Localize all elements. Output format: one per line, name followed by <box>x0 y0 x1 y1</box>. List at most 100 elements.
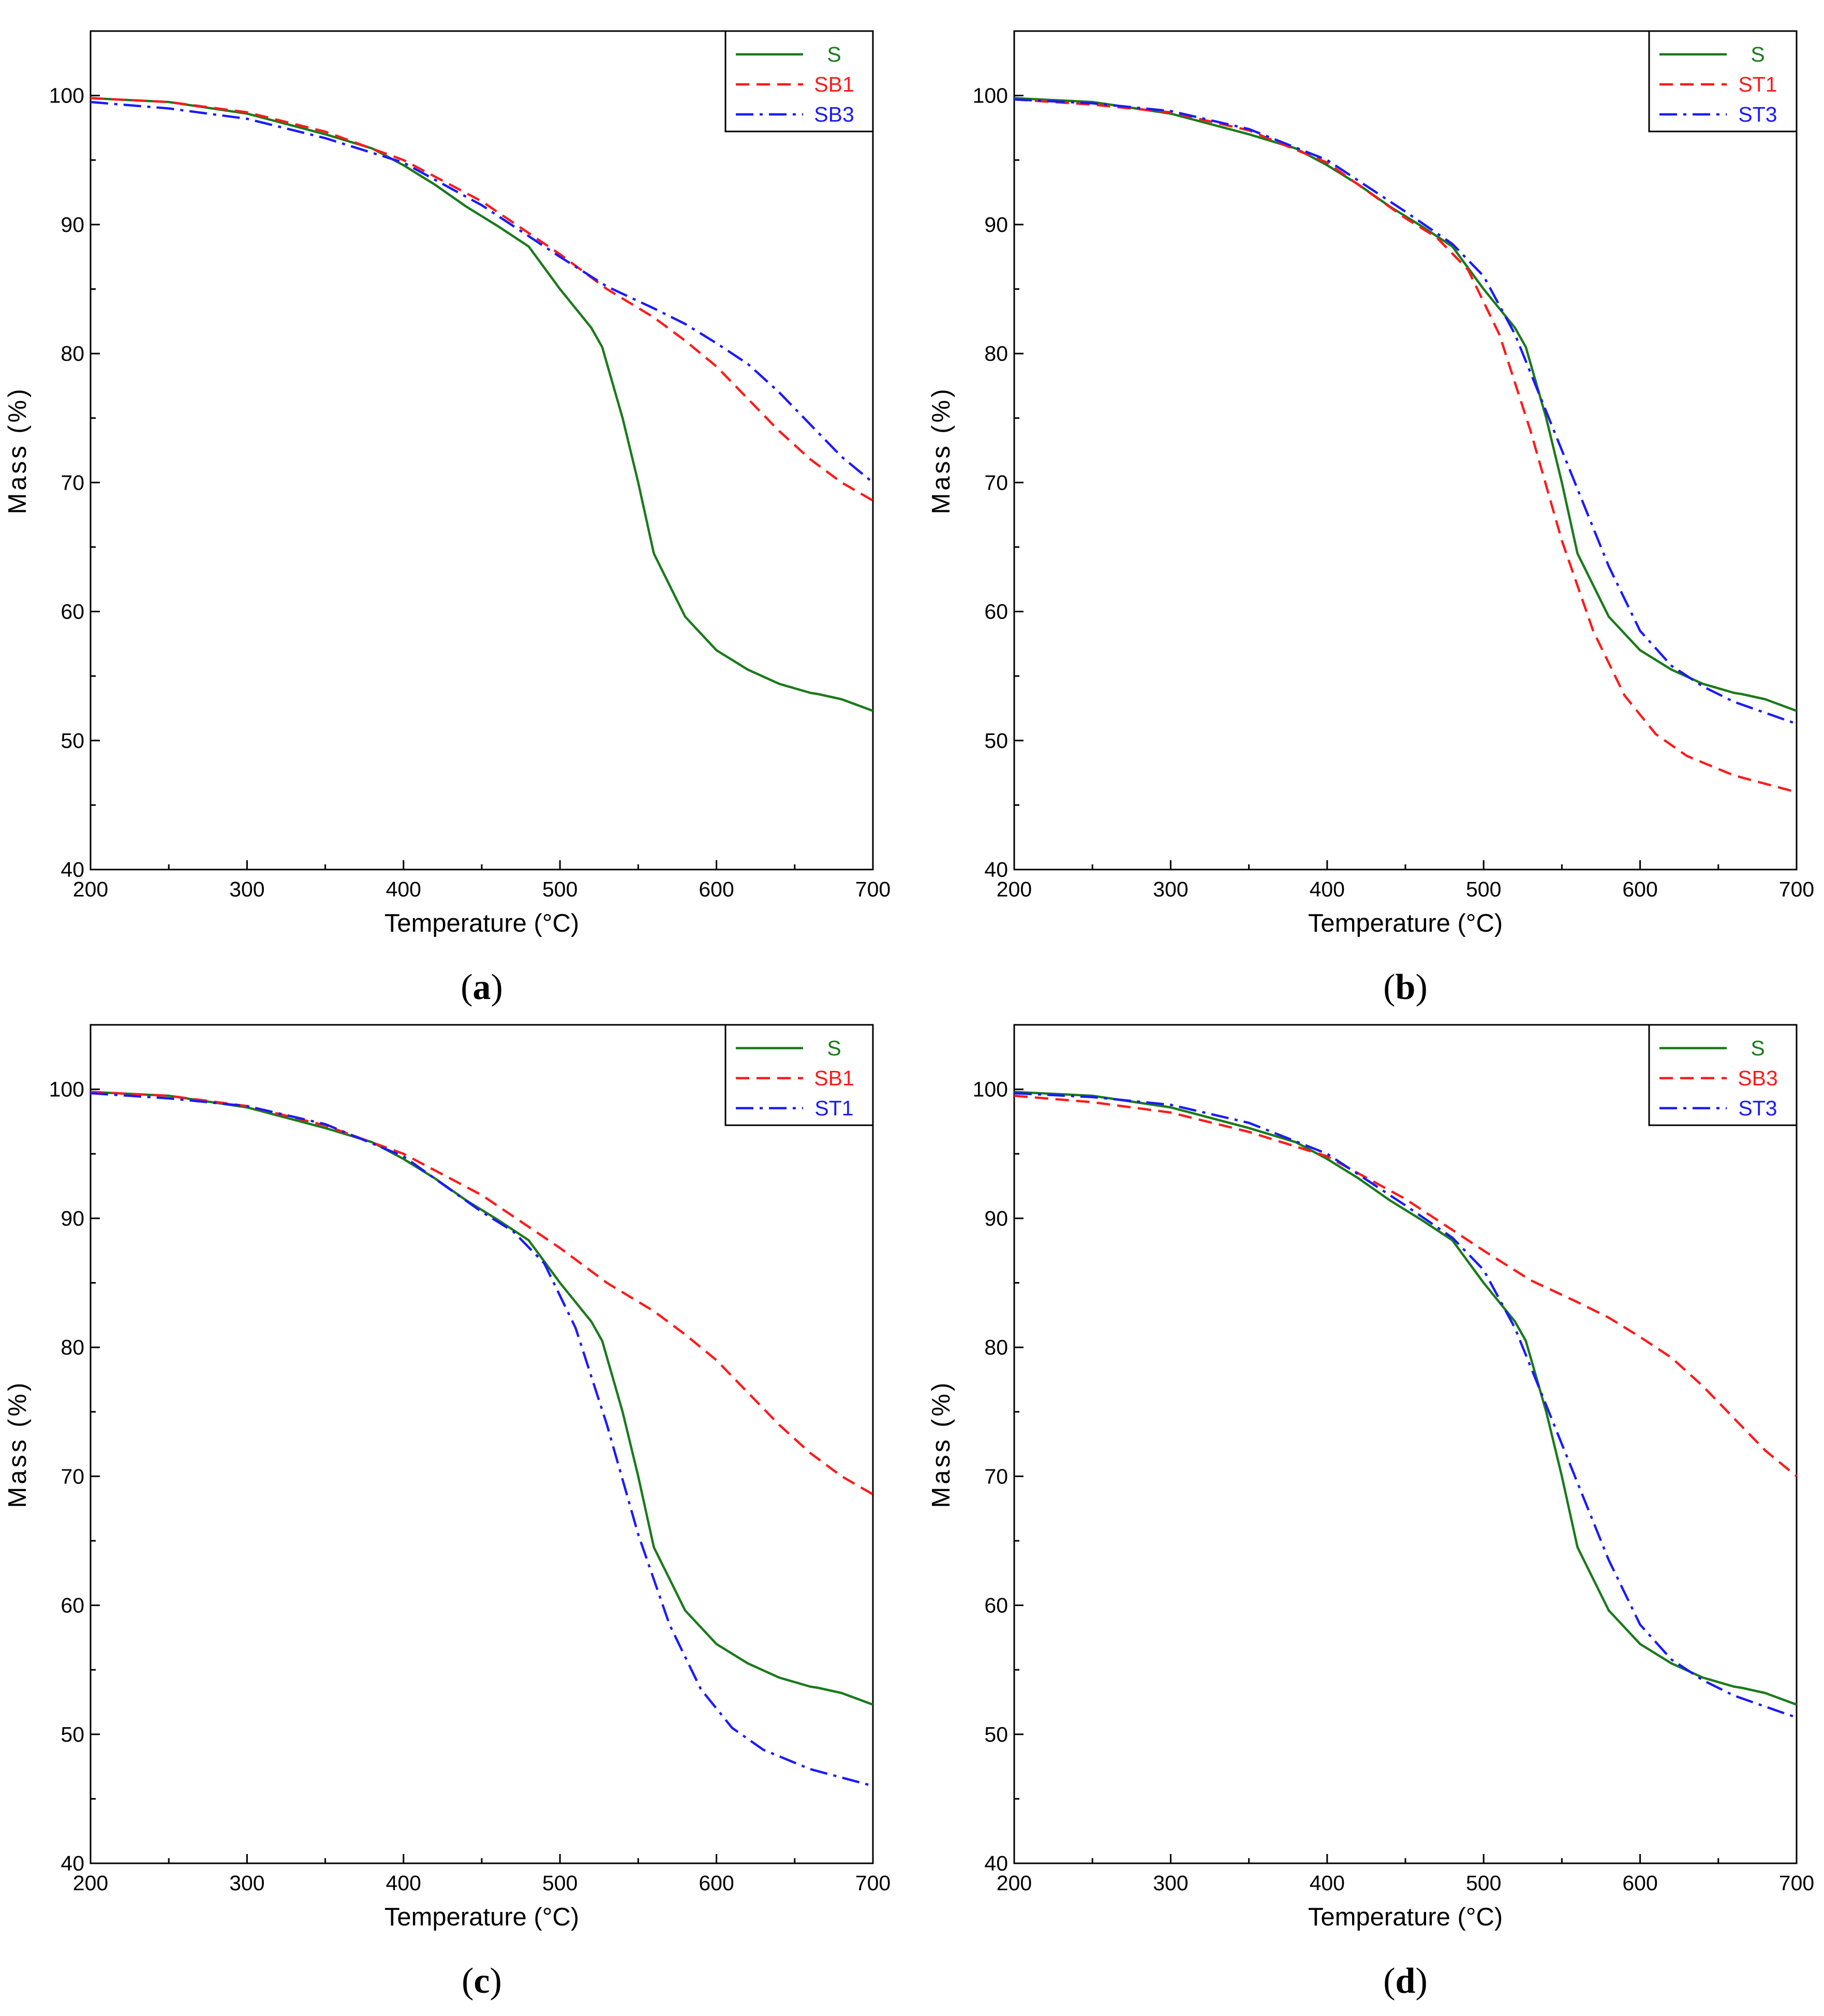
legend-label-s: S <box>1751 42 1764 66</box>
x-tick-label: 300 <box>1153 1871 1188 1895</box>
legend-label-s: S <box>827 1036 841 1060</box>
y-tick-label: 90 <box>61 213 84 237</box>
legend-label-st1: ST1 <box>814 1096 853 1120</box>
y-axis-title: Mass (%) <box>4 1380 32 1508</box>
legend-label-st3: ST3 <box>1738 1096 1777 1120</box>
panel-label: (b) <box>1383 967 1428 1007</box>
x-tick-label: 500 <box>1466 1871 1501 1895</box>
legend: S ST1 ST3 <box>1648 30 1798 133</box>
y-tick-label: 100 <box>973 84 1008 108</box>
legend: S SB3 ST3 <box>1648 1024 1798 1126</box>
y-tick-label: 70 <box>984 1464 1008 1488</box>
y-tick-label: 60 <box>984 1594 1008 1617</box>
series-line-st3 <box>1014 98 1797 725</box>
x-axis-title: Temperature (°C) <box>384 909 579 937</box>
x-tick-label: 600 <box>699 1871 734 1895</box>
y-tick-label: 40 <box>984 858 1008 881</box>
x-tick-label: 400 <box>1310 1871 1345 1895</box>
x-axis-title: Temperature (°C) <box>1308 1903 1503 1931</box>
x-axis-title: Temperature (°C) <box>1308 909 1503 937</box>
series-line-sb3 <box>1014 1094 1798 1478</box>
y-tick-label: 80 <box>61 342 84 365</box>
series-line-sb1 <box>90 97 874 502</box>
chart-panel-d: 200 300 400 500 600 700 40 50 60 70 80 90 100 Tempera… <box>927 1024 1814 2001</box>
x-tick-label: 200 <box>73 877 108 901</box>
y-tick-label: 80 <box>984 1335 1008 1359</box>
legend-label-sb3: SB3 <box>814 102 854 126</box>
series-line-s <box>1014 97 1797 712</box>
y-tick-label: 90 <box>984 1206 1008 1230</box>
x-axis-title: Temperature (°C) <box>384 1903 579 1931</box>
x-tick-label: 700 <box>1779 877 1814 901</box>
chart-panel-b: 200 300 400 500 600 700 40 50 60 70 80 90 100 Tempera… <box>927 30 1814 1007</box>
x-tick-label: 700 <box>1779 1871 1814 1895</box>
legend-label-st1: ST1 <box>1738 72 1777 96</box>
y-tick-label: 90 <box>984 213 1008 237</box>
y-tick-label: 70 <box>984 470 1008 494</box>
y-tick-label: 50 <box>984 729 1008 753</box>
y-tick-label: 100 <box>49 84 84 108</box>
series-line-sb3 <box>90 100 874 484</box>
y-axis-title: Mass (%) <box>927 1380 955 1508</box>
x-tick-label: 600 <box>1622 1871 1657 1895</box>
y-tick-label: 40 <box>61 858 84 881</box>
x-tick-label: 600 <box>1622 877 1657 901</box>
x-tick-label: 400 <box>386 1871 421 1895</box>
series-line-s <box>90 1091 873 1706</box>
y-tick-label: 50 <box>61 729 84 753</box>
plot-frame <box>1013 1024 1798 1864</box>
y-tick-label: 60 <box>61 600 84 624</box>
x-tick-label: 500 <box>1466 877 1501 901</box>
series-line-s <box>1014 1091 1797 1706</box>
y-tick-label: 50 <box>61 1723 84 1746</box>
legend: S SB1 SB3 <box>724 30 874 133</box>
series-line-st3 <box>1014 1092 1797 1719</box>
y-axis-title: Mass (%) <box>4 387 32 514</box>
x-tick-label: 200 <box>73 1871 108 1895</box>
legend-label-sb1: SB1 <box>814 1066 854 1090</box>
y-tick-label: 80 <box>984 342 1008 365</box>
x-tick-label: 200 <box>997 1871 1032 1895</box>
x-tick-label: 300 <box>1153 877 1188 901</box>
y-tick-label: 70 <box>61 470 84 494</box>
panel-label: (d) <box>1383 1961 1428 2001</box>
series-line-sb1 <box>90 1091 874 1496</box>
x-tick-label: 500 <box>542 1871 577 1895</box>
panel-label: (a) <box>461 967 503 1007</box>
x-tick-label: 700 <box>855 877 891 901</box>
x-tick-label: 300 <box>229 1871 264 1895</box>
chart-panel-a: 200 300 400 500 600 700 40 50 60 70 80 90 100 Tempera… <box>4 30 891 1007</box>
legend: S SB1 ST1 <box>724 1024 874 1126</box>
plot-frame <box>90 1024 874 1864</box>
legend-label-s: S <box>1751 1036 1764 1060</box>
x-tick-label: 400 <box>386 877 421 901</box>
series-line-st1 <box>1014 98 1797 793</box>
y-tick-label: 100 <box>49 1078 84 1101</box>
x-tick-label: 600 <box>699 877 734 901</box>
y-tick-label: 50 <box>984 1723 1008 1746</box>
chart-panel-c: 200 300 400 500 600 700 40 50 60 70 80 90 100 Tempera… <box>4 1024 891 2001</box>
plot-frame <box>90 30 874 871</box>
legend-label-sb1: SB1 <box>814 72 854 96</box>
y-tick-label: 100 <box>973 1078 1008 1101</box>
panel-label: (c) <box>462 1961 502 2001</box>
y-axis-title: Mass (%) <box>927 387 955 514</box>
series-line-st1 <box>90 1092 873 1787</box>
x-tick-label: 400 <box>1310 877 1345 901</box>
x-tick-label: 500 <box>542 877 577 901</box>
legend-label-st3: ST3 <box>1738 102 1777 126</box>
series-line-s <box>90 97 873 712</box>
y-tick-label: 60 <box>61 1594 84 1617</box>
x-tick-label: 300 <box>229 877 264 901</box>
legend-label-s: S <box>827 42 841 66</box>
y-tick-label: 40 <box>61 1851 84 1875</box>
x-tick-label: 200 <box>997 877 1032 901</box>
plot-frame <box>1013 30 1798 871</box>
y-tick-label: 60 <box>984 600 1008 624</box>
x-tick-label: 700 <box>855 1871 891 1895</box>
legend-label-sb3: SB3 <box>1738 1066 1778 1090</box>
y-tick-label: 70 <box>61 1464 84 1488</box>
y-tick-label: 40 <box>984 1851 1008 1875</box>
y-tick-label: 90 <box>61 1206 84 1230</box>
